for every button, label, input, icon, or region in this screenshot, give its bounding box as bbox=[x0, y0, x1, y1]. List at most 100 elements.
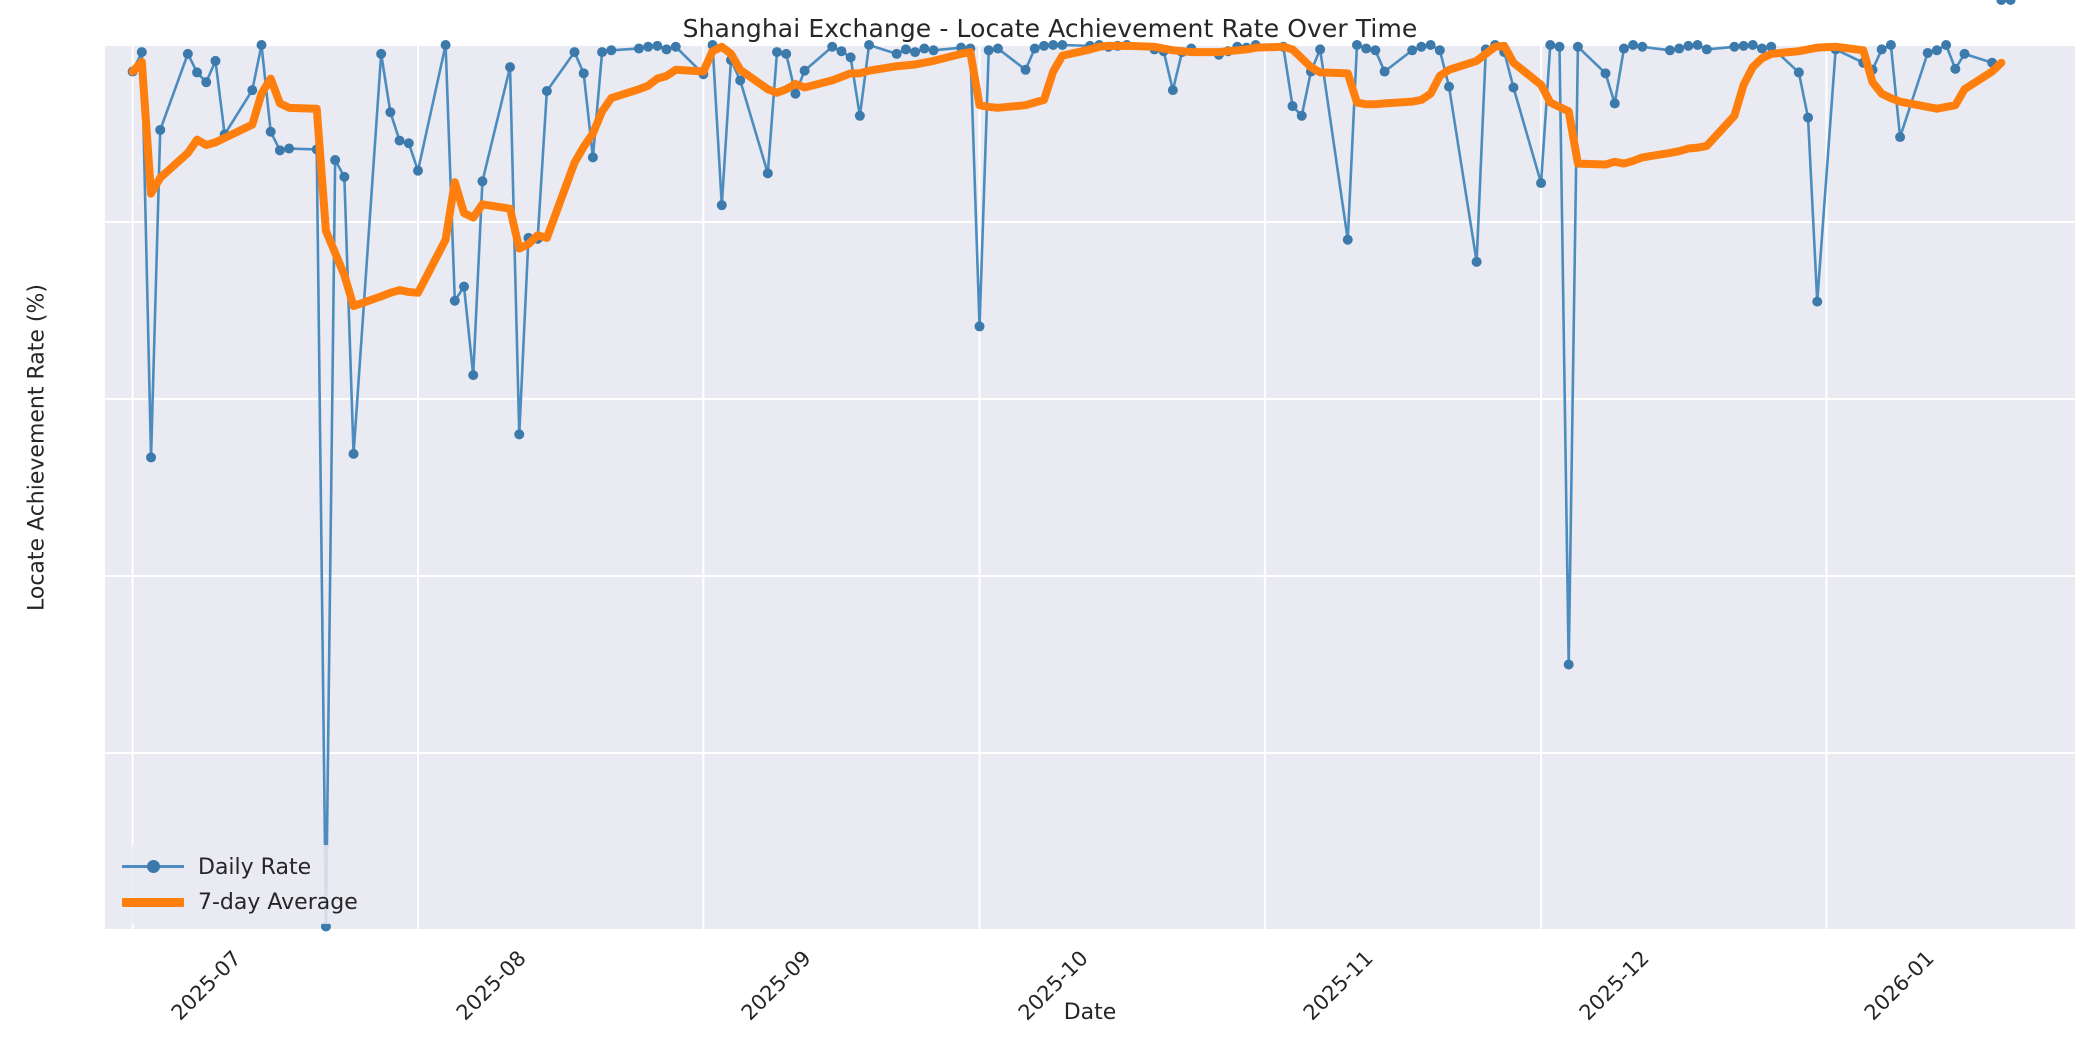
data-point-marker bbox=[1747, 40, 1758, 50]
legend-item-seven-day-average[interactable]: 7-day Average bbox=[122, 888, 358, 916]
data-point-marker bbox=[1416, 41, 1427, 52]
data-point-marker bbox=[1683, 40, 1694, 51]
legend-swatch-daily-rate bbox=[122, 856, 184, 878]
data-point-marker bbox=[799, 65, 810, 76]
data-point-marker bbox=[146, 452, 157, 463]
data-point-marker bbox=[1803, 112, 1814, 123]
data-point-marker bbox=[265, 126, 276, 137]
data-point-marker bbox=[1664, 45, 1675, 56]
data-point-marker bbox=[1048, 40, 1059, 50]
data-point-marker bbox=[762, 168, 773, 179]
data-point-marker bbox=[1757, 43, 1768, 54]
data-point-marker bbox=[459, 281, 470, 292]
data-point-marker bbox=[412, 165, 423, 176]
data-point-marker bbox=[1729, 41, 1740, 52]
data-point-marker bbox=[735, 75, 746, 86]
data-point-marker bbox=[845, 52, 856, 63]
data-point-marker bbox=[1296, 110, 1307, 121]
legend-label-daily-rate: Daily Rate bbox=[198, 854, 312, 880]
data-point-marker bbox=[652, 40, 663, 51]
data-point-marker bbox=[1020, 64, 1031, 75]
grid-lines bbox=[105, 44, 2075, 931]
data-point-marker bbox=[136, 47, 147, 58]
page-title: Shanghai Exchange - Locate Achievement R… bbox=[682, 14, 1418, 43]
data-point-marker bbox=[440, 40, 451, 50]
data-point-marker bbox=[1793, 67, 1804, 78]
data-point-marker bbox=[587, 152, 598, 163]
data-point-marker bbox=[210, 55, 221, 66]
data-point-marker bbox=[891, 48, 902, 59]
data-point-marker bbox=[1029, 43, 1040, 54]
data-point-marker bbox=[385, 107, 396, 118]
data-point-marker bbox=[1370, 45, 1381, 56]
data-point-marker bbox=[376, 48, 387, 59]
data-point-marker bbox=[790, 88, 801, 99]
data-point-marker bbox=[1536, 178, 1547, 189]
data-point-marker bbox=[1637, 41, 1648, 52]
data-point-marker bbox=[514, 429, 525, 440]
data-point-marker bbox=[1692, 40, 1703, 50]
data-point-marker bbox=[854, 110, 865, 121]
data-point-marker bbox=[1545, 40, 1556, 50]
data-series bbox=[127, 0, 2016, 932]
data-point-marker bbox=[597, 47, 608, 58]
data-point-marker bbox=[1600, 68, 1611, 79]
data-point-marker bbox=[974, 321, 985, 332]
data-point-marker bbox=[2005, 0, 2016, 5]
x-axis-label: Date bbox=[1063, 1000, 1117, 1025]
data-point-marker bbox=[1572, 41, 1583, 52]
data-point-marker bbox=[1941, 40, 1952, 50]
data-point-marker bbox=[1057, 40, 1068, 50]
data-point-marker bbox=[919, 43, 930, 54]
data-point-marker bbox=[192, 67, 203, 78]
data-point-marker bbox=[1922, 47, 1933, 58]
data-point-marker bbox=[1351, 40, 1362, 50]
data-point-marker bbox=[643, 41, 654, 52]
data-point-marker bbox=[247, 85, 258, 96]
data-point-marker bbox=[1167, 85, 1178, 96]
legend: Daily Rate 7-day Average bbox=[112, 845, 370, 924]
data-point-marker bbox=[155, 124, 166, 135]
legend-item-daily-rate[interactable]: Daily Rate bbox=[122, 853, 358, 881]
data-point-marker bbox=[1959, 48, 1970, 59]
data-point-marker bbox=[569, 47, 580, 58]
data-point-marker bbox=[274, 145, 285, 156]
data-point-marker bbox=[256, 40, 267, 50]
circle-marker-icon bbox=[147, 860, 160, 873]
data-point-marker bbox=[983, 45, 994, 56]
data-point-marker bbox=[1674, 43, 1685, 54]
data-point-marker bbox=[836, 46, 847, 57]
data-point-marker bbox=[1287, 101, 1298, 112]
data-point-marker bbox=[403, 138, 414, 149]
data-point-marker bbox=[468, 370, 479, 381]
data-point-marker bbox=[1407, 45, 1418, 56]
data-point-marker bbox=[992, 43, 1003, 54]
data-point-marker bbox=[633, 43, 644, 54]
data-point-marker bbox=[661, 44, 672, 55]
data-point-marker bbox=[1895, 132, 1906, 143]
data-point-marker bbox=[827, 41, 838, 52]
data-point-marker bbox=[1563, 659, 1574, 670]
data-point-marker bbox=[1361, 43, 1372, 54]
data-point-marker bbox=[928, 45, 939, 56]
data-point-marker bbox=[541, 86, 552, 97]
data-point-marker bbox=[1609, 98, 1620, 109]
data-point-marker bbox=[1996, 0, 2007, 5]
data-point-marker bbox=[606, 45, 617, 56]
thick-line-icon bbox=[122, 897, 184, 907]
data-point-marker bbox=[910, 47, 921, 58]
data-point-marker bbox=[1508, 82, 1519, 93]
data-point-marker bbox=[1618, 43, 1629, 54]
data-point-marker bbox=[1379, 66, 1390, 77]
data-point-marker bbox=[1950, 63, 1961, 74]
data-point-marker bbox=[339, 171, 350, 182]
data-point-marker bbox=[1701, 44, 1712, 55]
data-point-marker bbox=[1425, 40, 1436, 50]
data-point-marker bbox=[1931, 45, 1942, 56]
data-point-marker bbox=[670, 41, 681, 52]
data-point-marker bbox=[394, 135, 405, 146]
data-point-marker bbox=[864, 40, 875, 50]
data-point-marker bbox=[449, 295, 460, 306]
